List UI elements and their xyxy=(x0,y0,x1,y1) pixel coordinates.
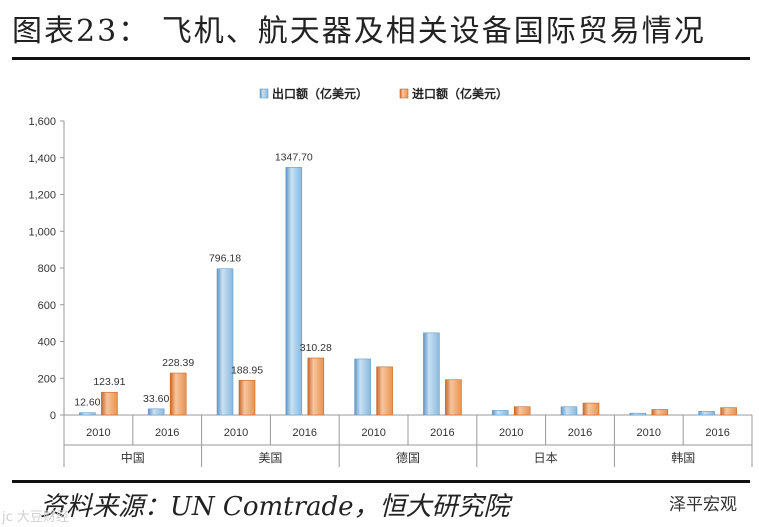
import-bar xyxy=(582,402,600,416)
export-bar xyxy=(216,268,234,416)
export-bar xyxy=(491,410,509,416)
y-tick-label: 0 xyxy=(50,410,56,422)
group-label: 日本 xyxy=(534,451,558,465)
group-label: 中国 xyxy=(121,450,145,465)
y-tick-label: 200 xyxy=(38,373,56,385)
data-label: 33.60 xyxy=(143,393,169,405)
data-label: 310.28 xyxy=(300,342,332,354)
x-tick-label: 2016 xyxy=(705,427,729,439)
x-tick-label: 2016 xyxy=(568,427,592,439)
watermark-left: jc 大豆财经 xyxy=(2,510,69,525)
x-tick-label: 2016 xyxy=(155,427,179,439)
x-tick-label: 2010 xyxy=(499,427,523,439)
y-tick-label: 400 xyxy=(38,337,56,349)
legend-swatch xyxy=(259,88,269,99)
data-label: 796.18 xyxy=(209,253,241,265)
import-bar xyxy=(376,366,393,416)
import-bar xyxy=(238,379,256,416)
data-label: 12.60 xyxy=(74,397,100,409)
legend-swatch xyxy=(399,88,409,99)
data-label: 228.39 xyxy=(162,357,194,369)
legend-label: 出口额（亿美元） xyxy=(272,86,368,101)
legend-label: 进口额（亿美元） xyxy=(412,86,508,101)
group-label: 美国 xyxy=(258,451,282,465)
export-bar xyxy=(79,412,96,416)
y-tick-label: 1,400 xyxy=(28,153,56,165)
import-bar xyxy=(445,379,462,416)
group-label: 德国 xyxy=(396,450,420,465)
data-label: 123.91 xyxy=(93,376,125,388)
y-tick-label: 1,000 xyxy=(28,226,56,238)
x-tick-label: 2016 xyxy=(293,427,317,439)
data-label: 1347.70 xyxy=(275,151,313,163)
export-bar xyxy=(354,358,371,416)
group-label: 韩国 xyxy=(671,450,695,465)
import-bar xyxy=(513,406,531,416)
export-bar xyxy=(560,406,578,416)
figure-title: 图表23： 飞机、航天器及相关设备国际贸易情况 xyxy=(12,14,706,49)
watermark-right: 泽平宏观 xyxy=(669,495,737,515)
import-bar xyxy=(651,409,669,416)
x-tick-label: 2010 xyxy=(361,427,385,439)
x-tick-label: 2016 xyxy=(430,427,454,439)
import-bar xyxy=(307,357,325,416)
data-label: 188.95 xyxy=(231,364,263,376)
export-bar xyxy=(629,412,647,416)
export-bar xyxy=(147,408,165,416)
bottom-rule xyxy=(12,480,750,483)
import-bar xyxy=(101,391,118,416)
bar-chart: 0 200 400 600 800 1,000 1,200 1,400 1,600 2010 201… xyxy=(28,86,753,467)
export-bar xyxy=(423,332,440,416)
y-tick-label: 1,200 xyxy=(28,190,56,202)
import-bar xyxy=(169,372,187,416)
y-tick-label: 800 xyxy=(38,263,56,275)
source-note: 资料来源：UN Comtrade，恒大研究院 xyxy=(40,492,510,522)
y-tick-label: 600 xyxy=(38,300,56,312)
export-bar xyxy=(698,411,715,416)
export-bar xyxy=(285,167,303,416)
x-tick-label: 2010 xyxy=(86,427,110,439)
x-tick-label: 2010 xyxy=(224,427,248,439)
x-tick-label: 2010 xyxy=(637,427,661,439)
import-bar xyxy=(720,407,737,416)
y-tick-label: 1,600 xyxy=(28,116,56,128)
title-rule xyxy=(12,57,750,60)
